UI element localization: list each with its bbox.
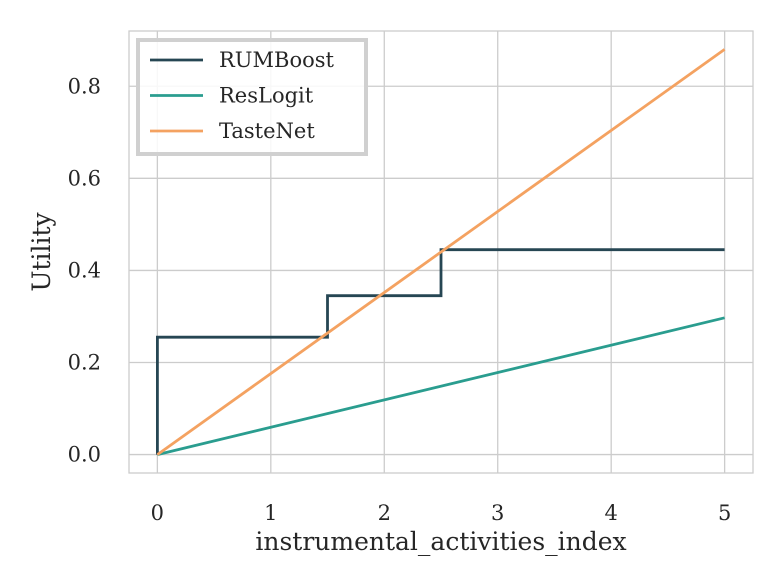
x-tick-labels: 0 1 2 3 4 5 bbox=[151, 501, 732, 525]
y-axis-label: Utility bbox=[27, 211, 56, 291]
x-tick-label: 0 bbox=[151, 501, 164, 525]
series-line-tastenet bbox=[156, 48, 726, 456]
plot-frame bbox=[128, 30, 754, 474]
y-tick-label: 0.0 bbox=[68, 443, 101, 467]
x-axis-label: instrumental_activities_index bbox=[255, 527, 626, 556]
y-tick-labels: 0.0 0.2 0.4 0.6 0.8 bbox=[68, 74, 101, 466]
legend-label-tastenet: TasteNet bbox=[219, 119, 315, 143]
y-tick-label: 0.6 bbox=[68, 166, 101, 190]
legend-label-rumboost: RUMBoost bbox=[219, 48, 335, 72]
y-tick-label: 0.4 bbox=[68, 258, 101, 282]
series-line-rumboost bbox=[155, 248, 725, 455]
y-tick-label: 0.2 bbox=[68, 351, 101, 375]
series-line-reslogit bbox=[157, 316, 725, 456]
y-tick-label: 0.8 bbox=[68, 74, 101, 98]
x-tick-label: 3 bbox=[491, 501, 504, 525]
legend: RUMBoost ResLogit TasteNet bbox=[136, 38, 368, 156]
series-lines bbox=[155, 48, 726, 456]
x-tick-label: 5 bbox=[718, 501, 731, 525]
x-tick-label: 1 bbox=[264, 501, 277, 525]
x-tick-label: 4 bbox=[604, 501, 617, 525]
legend-label-reslogit: ResLogit bbox=[219, 84, 314, 108]
x-tick-label: 2 bbox=[378, 501, 391, 525]
